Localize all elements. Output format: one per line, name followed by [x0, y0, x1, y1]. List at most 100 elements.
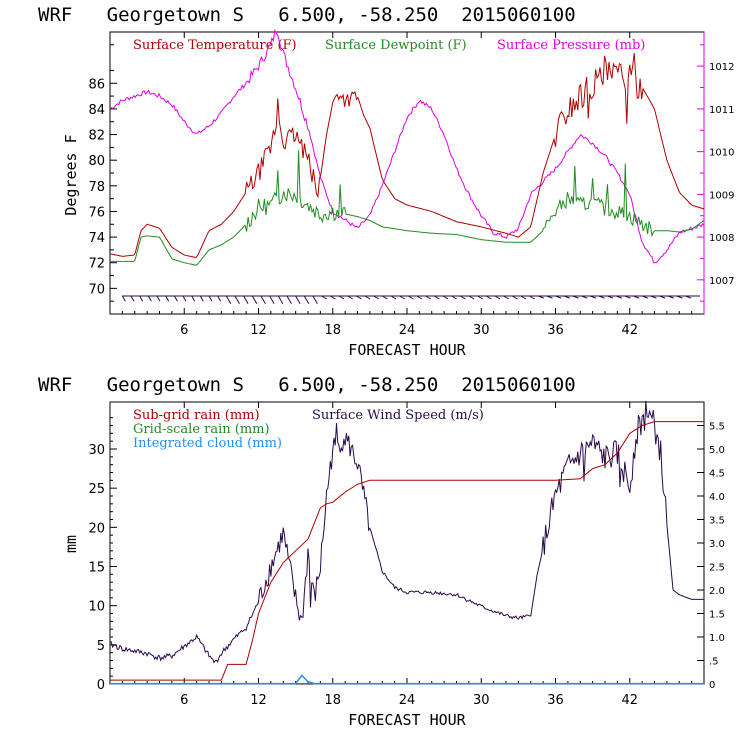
wind-barb [373, 295, 380, 300]
legend-integrated-cloud: Integrated cloud (mm) [133, 436, 282, 451]
wind-barb [598, 295, 605, 299]
bottom-y-tick-label: 20 [88, 521, 105, 536]
bottom-y2-tick-label: .5 [709, 657, 719, 668]
top-y2-tick-label: 1009 [709, 190, 734, 201]
bottom-y2-tick-label: 3.5 [709, 516, 725, 527]
wind-barb [442, 295, 449, 300]
bottom-x-tick-label: 12 [250, 693, 267, 708]
wind-barb [511, 295, 518, 300]
wind-barb [555, 295, 562, 299]
bottom-y-tick-label: 30 [88, 443, 105, 458]
wind-barb [624, 295, 631, 299]
bottom-x-tick-label: 24 [399, 693, 416, 708]
dewpoint-line [110, 150, 705, 266]
top-x-tick-label: 24 [399, 323, 416, 338]
top-y-tick-label: 86 [88, 77, 105, 92]
bottom-y-tick-label: 10 [88, 600, 105, 615]
wind-barb [147, 295, 152, 302]
wind-barb [121, 295, 126, 302]
legend-gridscale-rain: Grid-scale rain (mm) [133, 422, 270, 437]
wind-barb [407, 295, 414, 300]
bottom-x-tick-label: 30 [473, 693, 490, 708]
wind-barb [225, 295, 232, 305]
wind-barbs [121, 295, 700, 305]
wind-barb [269, 295, 275, 305]
wind-barb [217, 295, 222, 302]
top-x-tick-label: 18 [324, 323, 341, 338]
bottom-x-axis-label: FORECAST HOUR [348, 711, 466, 729]
wind-barb [338, 295, 345, 300]
legend-subgrid-rain: Sub-grid rain (mm) [133, 408, 260, 423]
wind-barb [685, 295, 692, 299]
bottom-x-tick-label: 42 [621, 693, 638, 708]
wind-barb [381, 295, 388, 300]
top-y-tick-label: 70 [88, 282, 105, 297]
wind-barb [364, 295, 371, 300]
wind-barb [199, 295, 204, 302]
wind-barb [165, 295, 170, 302]
wind-barb [390, 295, 397, 300]
bottom-y2-tick-label: 5.0 [709, 445, 725, 456]
top-chart-title: WRF Georgetown S 6.500, -58.250 20150601… [38, 4, 576, 26]
bottom-chart-title: WRF Georgetown S 6.500, -58.250 20150601… [38, 374, 576, 396]
bottom-y2-tick-label: 3.0 [709, 539, 725, 550]
wind-barb [485, 295, 492, 300]
bottom-y2-tick-label: 0 [709, 680, 715, 691]
top-x-tick-label: 36 [547, 323, 564, 338]
legend-temperature: Surface Temperature (F) [133, 38, 297, 53]
wind-barb [156, 295, 161, 302]
wind-barb [182, 295, 187, 302]
wind-barb [676, 295, 683, 299]
pressure-line [109, 28, 705, 264]
top-plot-frame [109, 31, 705, 315]
wind-barb [477, 295, 483, 300]
top-y2-tick-label: 1010 [709, 148, 734, 159]
bottom-y-tick-label: 0 [97, 678, 105, 693]
wind-barb [139, 295, 144, 302]
top-x-tick-label: 12 [250, 323, 267, 338]
wind-barb [295, 295, 301, 305]
wind-barb [416, 295, 423, 300]
wind-barb [503, 295, 509, 300]
wind-barb [173, 295, 178, 302]
wind-barb [191, 295, 196, 302]
wind-barb [641, 295, 648, 299]
wind-barb [243, 295, 249, 305]
bottom-y2-tick-label: 5.5 [709, 422, 725, 433]
subgrid-rain-line [110, 421, 704, 681]
top-y2-tick-label: 1012 [709, 62, 734, 73]
wind-barb [399, 295, 406, 300]
wind-barb [277, 295, 284, 305]
top-x-tick-label: 30 [473, 323, 490, 338]
bottom-y2-tick-label: 4.0 [709, 492, 725, 503]
bottom-y2-tick-label: 1.5 [709, 610, 725, 621]
wind-barb [538, 295, 544, 299]
wind-barb [303, 295, 310, 305]
wind-barb [208, 295, 213, 302]
bottom-y-tick-label: 5 [97, 639, 105, 654]
top-y2-tick-label: 1007 [709, 276, 734, 287]
wind-barb [459, 295, 466, 300]
legend-wind-speed: Surface Wind Speed (m/s) [312, 408, 484, 423]
wind-barb [563, 295, 570, 299]
precipitation-panel: WRF Georgetown S 6.500, -58.250 20150601… [38, 374, 725, 729]
top-x-axis-label: FORECAST HOUR [348, 341, 466, 359]
wind-barb [520, 295, 527, 300]
wind-barb [667, 295, 674, 299]
top-y-tick-label: 80 [88, 154, 105, 169]
wind-barb [581, 295, 588, 299]
wind-barb [650, 295, 657, 299]
bottom-x-tick-label: 36 [547, 693, 564, 708]
top-y-axis-label: Degrees F [62, 134, 80, 215]
wind-barb [468, 295, 475, 300]
top-x-tick-label: 42 [621, 323, 638, 338]
wind-barb [356, 295, 362, 300]
bottom-y-axis-label: mm [62, 535, 80, 553]
wind-barb [347, 295, 354, 300]
wind-barb [572, 295, 579, 299]
bottom-y2-tick-label: 1.0 [709, 633, 725, 644]
wind-speed-line [109, 400, 704, 664]
top-x-tick-label: 6 [180, 323, 188, 338]
wind-barb [433, 295, 440, 300]
